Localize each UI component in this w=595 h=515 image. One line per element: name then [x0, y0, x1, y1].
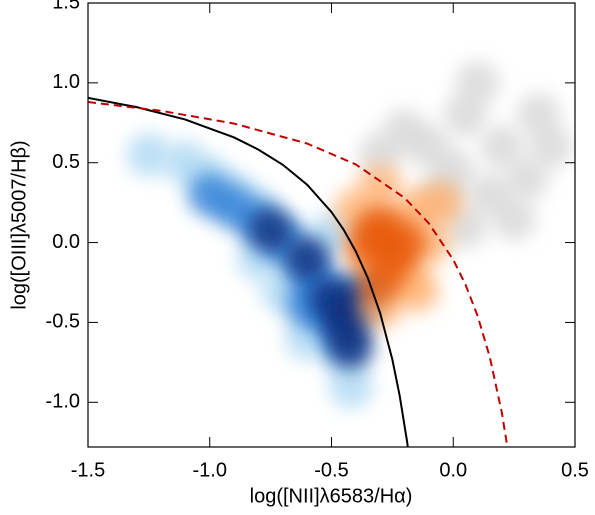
density-point: [328, 364, 373, 409]
x-tick-label: -0.5: [314, 459, 348, 481]
density-layer: [126, 60, 573, 409]
y-tick-label: 1.0: [52, 71, 80, 93]
x-tick-label: 0.5: [561, 459, 589, 481]
y-tick-label: 1.5: [52, 0, 80, 13]
density-point: [394, 268, 439, 313]
x-axis-label: log([NII]λ6583/Hα): [250, 485, 413, 507]
density-point: [455, 60, 500, 105]
density-point: [492, 196, 537, 241]
y-axis-label: log([OIII]λ5007/Hβ): [8, 140, 30, 309]
density-point: [358, 260, 403, 305]
density-point: [479, 124, 524, 169]
curve-layer: [88, 96, 509, 447]
density-point: [528, 124, 573, 169]
x-tick-label: 0.0: [439, 459, 467, 481]
density-point: [285, 236, 330, 281]
demarcation-line: [88, 101, 509, 447]
density-point: [346, 220, 391, 265]
x-tick-label: -1.5: [71, 459, 105, 481]
density-point: [382, 220, 427, 265]
density-point: [328, 324, 373, 369]
y-tick-label: 0.0: [52, 231, 80, 253]
demarcation-line: [88, 96, 409, 447]
y-tick-label: 0.5: [52, 151, 80, 173]
density-point: [248, 207, 293, 252]
density-point: [419, 180, 464, 225]
y-tick-label: -1.0: [46, 391, 80, 413]
density-point: [358, 132, 403, 177]
y-tick-label: -0.5: [46, 311, 80, 333]
density-point: [126, 132, 171, 177]
density-point: [504, 156, 549, 201]
x-tick-label: -1.0: [193, 459, 227, 481]
